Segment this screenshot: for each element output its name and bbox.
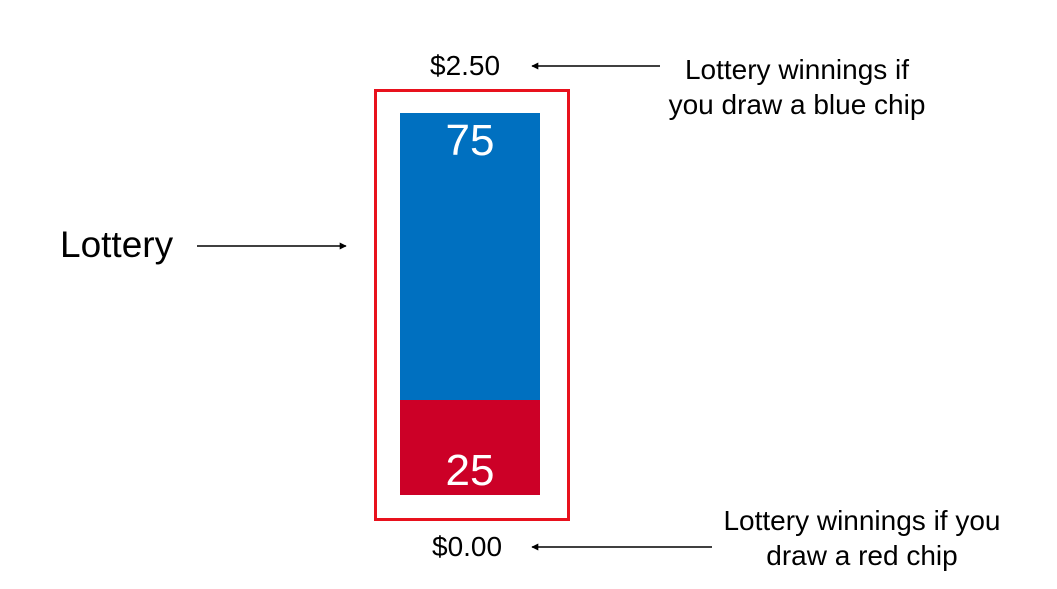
red-chip-segment: 25	[400, 400, 540, 495]
lottery-bar: 75 25	[400, 113, 540, 495]
high-value-label: $2.50	[430, 50, 501, 81]
red-chip-count: 25	[445, 446, 495, 495]
blue-chip-segment: 75	[400, 113, 540, 400]
blue-chip-count: 75	[445, 116, 495, 165]
red-chip-note: Lottery winnings if you draw a red chip	[723, 505, 1001, 571]
blue-chip-note: Lottery winnings if you draw a blue chip	[668, 54, 926, 120]
lottery-frame	[374, 89, 570, 521]
lottery-label: Lottery	[60, 224, 174, 265]
low-value-label: $0.00	[432, 531, 503, 562]
